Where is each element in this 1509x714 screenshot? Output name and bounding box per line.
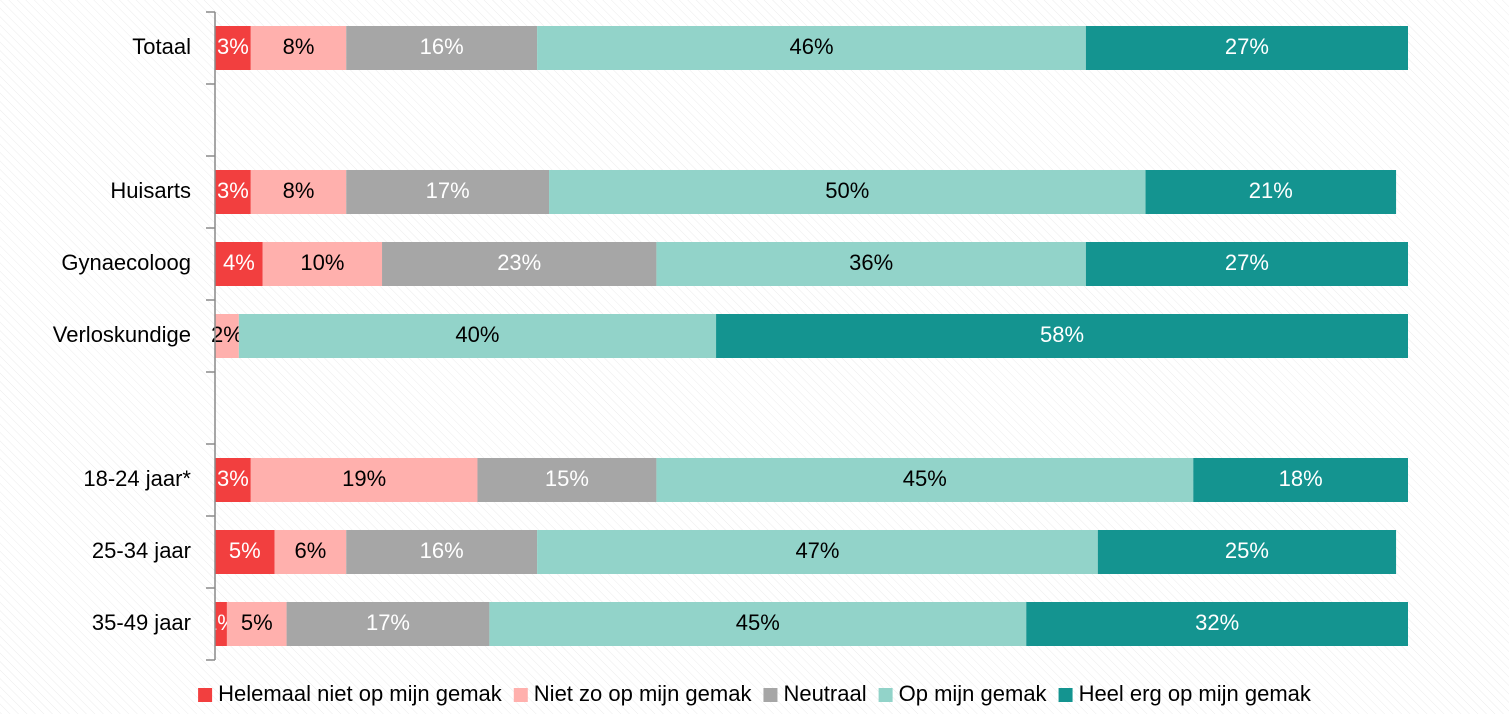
data-label: 10% (300, 250, 344, 275)
bar-segment (262, 242, 383, 286)
bar-segment (549, 170, 1146, 214)
bar-segment (215, 242, 263, 286)
data-label: 8% (283, 178, 315, 203)
legend-swatch (878, 688, 893, 702)
bar-segment (1085, 242, 1408, 286)
legend-swatch (198, 688, 213, 702)
y-tick-label: 18-24 jaar* (83, 466, 191, 491)
data-label: 2% (211, 322, 243, 347)
bar-segment (489, 602, 1027, 646)
legend-swatch (1058, 688, 1073, 702)
bar-segment (1145, 170, 1397, 214)
data-label: 3% (217, 34, 249, 59)
bar-segment (537, 26, 1086, 70)
bar-segment (477, 458, 657, 502)
y-tick-label: 25-34 jaar (92, 538, 191, 563)
data-label: 17% (366, 610, 410, 635)
data-label: 4% (223, 250, 255, 275)
data-label: 17% (426, 178, 470, 203)
legend-swatch (513, 688, 528, 702)
bar-segment (1026, 602, 1408, 646)
data-label: 40% (455, 322, 499, 347)
bar-segment (215, 530, 275, 574)
data-label: 47% (795, 538, 839, 563)
data-label: 27% (1225, 34, 1269, 59)
bar-segment (250, 458, 478, 502)
bar-segment (1085, 26, 1408, 70)
bar-segment (215, 602, 227, 646)
legend-label: Neutraal (783, 681, 866, 706)
data-label: 23% (497, 250, 541, 275)
data-label: 5% (229, 538, 261, 563)
data-label: 18% (1279, 466, 1323, 491)
bar-segment (1097, 530, 1397, 574)
y-tick-label: 35-49 jaar (92, 610, 191, 635)
bar-segment (238, 314, 717, 358)
data-label: 3% (217, 466, 249, 491)
data-label: 3% (217, 178, 249, 203)
bar-segment (537, 530, 1098, 574)
legend-label: Niet zo op mijn gemak (534, 681, 753, 706)
legend-label: Heel erg op mijn gemak (1079, 681, 1312, 706)
bar-segment (382, 242, 657, 286)
data-label: 45% (903, 466, 947, 491)
y-tick-label: Verloskundige (53, 322, 191, 347)
legend-label: Helemaal niet op mijn gemak (218, 681, 503, 706)
data-label: 50% (825, 178, 869, 203)
legend-label: Op mijn gemak (899, 681, 1048, 706)
bar-segment (274, 530, 347, 574)
bar-segment (656, 458, 1194, 502)
y-tick-label: Gynaecoloog (61, 250, 191, 275)
bar-segment (215, 314, 239, 358)
bar-segment (250, 26, 347, 70)
data-label: 21% (1249, 178, 1293, 203)
data-label: 46% (789, 34, 833, 59)
y-tick-label: Totaal (132, 34, 191, 59)
legend-swatch (763, 688, 778, 702)
data-label: 6% (295, 538, 327, 563)
data-label: 19% (342, 466, 386, 491)
data-label: 32% (1195, 610, 1239, 635)
bar-segment (716, 314, 1408, 358)
bar-segment (346, 530, 538, 574)
bar-segment (226, 602, 287, 646)
data-label: 8% (283, 34, 315, 59)
data-label: 16% (420, 34, 464, 59)
bar-segment (656, 242, 1086, 286)
bar-segment (250, 170, 347, 214)
data-label: 58% (1040, 322, 1084, 347)
data-label: 16% (420, 538, 464, 563)
y-tick-label: Huisarts (110, 178, 191, 203)
bar-segment (215, 458, 251, 502)
data-label: 5% (241, 610, 273, 635)
bar-segment (346, 170, 550, 214)
bar-segment (215, 170, 251, 214)
data-label: 27% (1225, 250, 1269, 275)
bar-segment (346, 26, 538, 70)
data-label: 45% (736, 610, 780, 635)
data-label: 25% (1225, 538, 1269, 563)
bar-segment (286, 602, 490, 646)
data-label: 15% (545, 466, 589, 491)
data-label: 36% (849, 250, 893, 275)
bar-segment (215, 26, 251, 70)
bar-segment (1193, 458, 1408, 502)
